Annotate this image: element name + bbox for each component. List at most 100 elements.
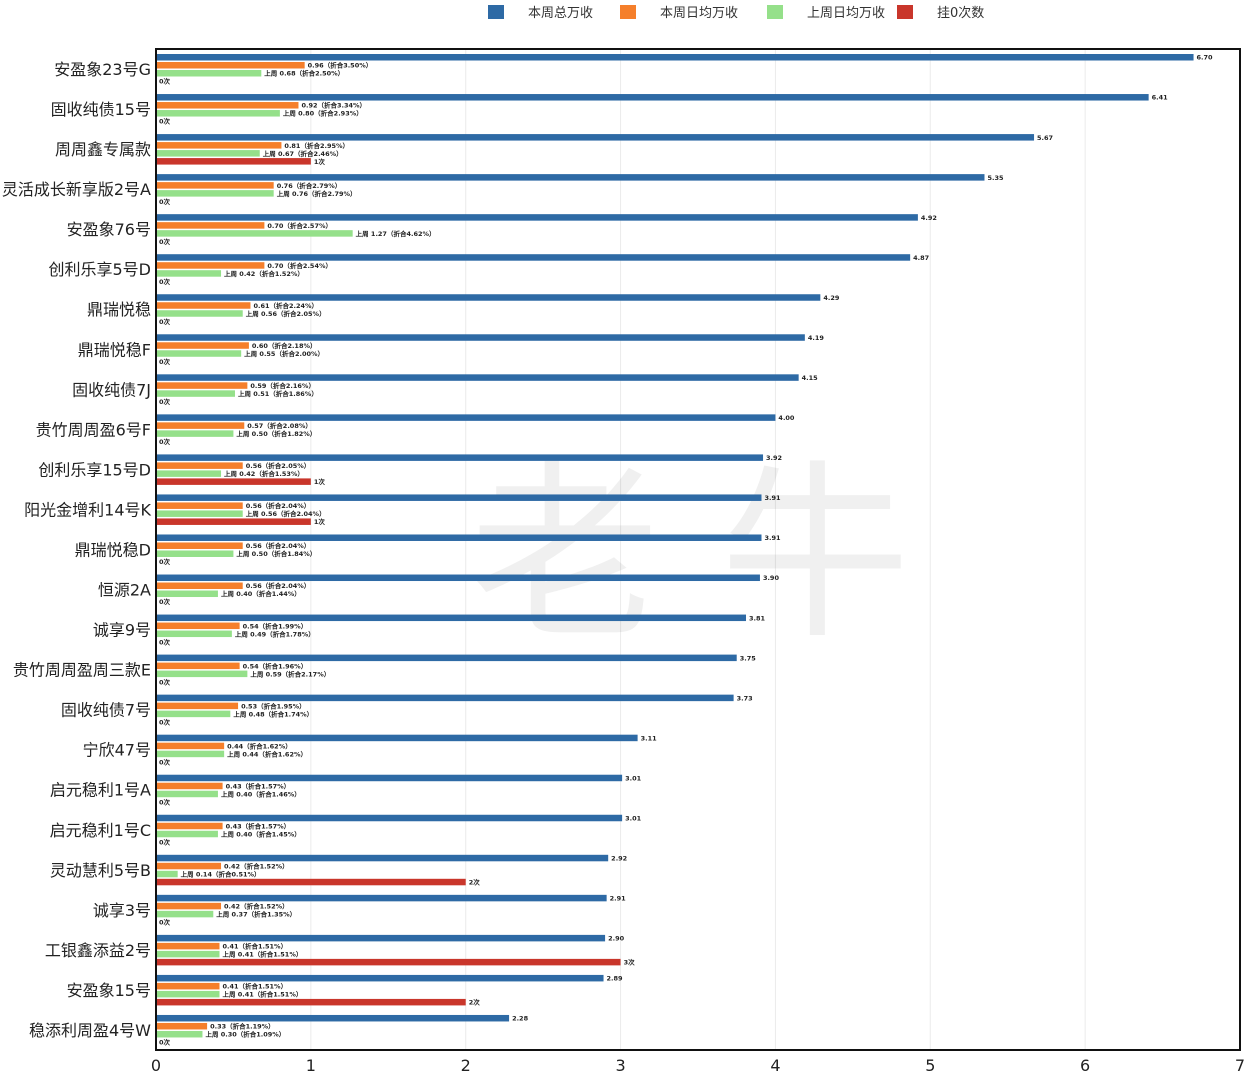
data-label-avg: 0.44（折合1.62%）	[227, 741, 292, 750]
data-label-zero: 2次	[469, 878, 481, 887]
data-label-zero: 0次	[159, 437, 171, 446]
bar-zero	[157, 158, 311, 165]
data-label-total: 3.11	[641, 734, 658, 742]
bar-total	[157, 94, 1149, 101]
bar-avg	[157, 702, 239, 710]
bar-avg	[157, 342, 249, 349]
bar-zero	[157, 518, 311, 525]
data-label-last: 上周 0.67（折合2.46%）	[263, 149, 343, 158]
category-group: 5.67 0.81（折合2.95%）上周 0.67（折合2.46%）1次	[157, 134, 1053, 166]
data-label-total: 4.29	[823, 294, 840, 302]
data-label-zero: 2次	[469, 998, 481, 1007]
category-group: 2.28 0.33（折合1.19%）上周 0.30（折合1.09%） 0次	[157, 1015, 529, 1047]
category-group: 2.92 0.42（折合1.52%）上周 0.14（折合0.51%） 2次	[157, 855, 627, 887]
category-group: 6.41 0.92（折合3.34%）上周 0.80（折合2.93%） 0次	[157, 94, 1168, 126]
bar-avg	[157, 662, 240, 670]
x-tick-label: 1	[306, 1056, 316, 1075]
bar-total	[157, 1014, 510, 1022]
data-label-last: 上周 0.48（折合1.74%）	[233, 709, 313, 718]
category-group: 3.90 0.56（折合2.04%）上周 0.40（折合1.44%） 0次	[157, 574, 779, 606]
bar-avg	[157, 462, 243, 469]
data-label-avg: 0.41（折合1.51%）	[222, 982, 287, 991]
data-label-avg: 0.54（折合1.96%）	[243, 661, 308, 670]
category-group: 3.01 0.43（折合1.57%）上周 0.40（折合1.45%） 0次	[157, 814, 642, 846]
data-label-last: 上周 0.41（折合1.51%）	[222, 990, 302, 999]
data-label-last: 上周 0.50（折合1.84%）	[236, 549, 316, 558]
data-label-last: 上周 0.42（折合1.52%）	[224, 269, 304, 278]
category-label: 安盈象23号G	[54, 60, 151, 79]
legend-item-last: 上周日均万收	[767, 5, 885, 21]
bar-last	[157, 310, 243, 317]
data-label-zero: 0次	[159, 797, 171, 806]
data-label-total: 5.35	[987, 174, 1004, 182]
bar-last	[157, 430, 234, 437]
data-label-avg: 0.56（折合2.05%）	[246, 461, 311, 470]
bar-zero	[157, 958, 621, 966]
data-label-total: 3.90	[763, 574, 780, 582]
data-label-total: 6.41	[1152, 94, 1169, 102]
category-label: 诚享3号	[93, 901, 151, 920]
watermark-text: 老 牛	[470, 444, 910, 665]
data-label-last: 上周 0.51（折合1.86%）	[238, 389, 318, 398]
bar-total	[157, 54, 1194, 61]
legend-item-avg: 本周日均万收	[620, 5, 738, 21]
data-label-total: 3.91	[764, 494, 781, 502]
data-label-last: 上周 1.27（折合4.62%）	[356, 229, 436, 238]
category-label: 灵动慧利5号B	[50, 861, 151, 880]
data-label-last: 上周 0.50（折合1.82%）	[236, 429, 316, 438]
data-label-last: 上周 0.40（折合1.46%）	[221, 789, 301, 798]
bar-total	[157, 174, 985, 181]
data-label-total: 6.70	[1197, 54, 1214, 62]
data-label-zero: 0次	[159, 317, 171, 326]
data-label-avg: 0.81（折合2.95%）	[284, 141, 349, 150]
x-tick-label: 6	[1080, 1056, 1090, 1075]
data-label-total: 4.00	[778, 414, 795, 422]
category-label: 贵竹周周盈6号F	[36, 420, 151, 439]
bar-last	[157, 150, 260, 157]
data-label-total: 4.15	[802, 374, 819, 382]
data-label-zero: 0次	[159, 677, 171, 686]
data-label-total: 3.91	[764, 534, 781, 542]
bar-avg	[157, 782, 223, 790]
data-label-zero: 1次	[314, 157, 326, 166]
data-label-total: 2.90	[608, 935, 625, 943]
legend-label: 本周日均万收	[660, 6, 738, 21]
bars-group: 6.70 0.96（折合3.50%）上周 0.68（折合2.50%） 0次 6.41 0…	[157, 54, 1213, 1047]
data-label-zero: 0次	[159, 918, 171, 927]
bar-total	[157, 254, 911, 261]
category-group: 4.19 0.60（折合2.18%）上周 0.55（折合2.00%） 0次	[157, 334, 824, 366]
data-label-avg: 0.57（折合2.08%）	[247, 421, 312, 430]
data-label-last: 上周 0.56（折合2.04%）	[246, 509, 326, 518]
category-group: 2.90 0.41（折合1.51%）上周 0.41（折合1.51%） 3次	[157, 935, 635, 967]
bar-last	[157, 870, 178, 878]
category-group: 3.75 0.54（折合1.96%）上周 0.59（折合2.17%） 0次	[157, 654, 756, 686]
bar-avg	[157, 182, 274, 189]
category-label: 周周鑫专属款	[55, 140, 151, 159]
data-label-zero: 3次	[624, 958, 636, 967]
legend-item-total: 本周总万收	[488, 5, 593, 21]
data-label-last: 上周 0.40（折合1.44%）	[221, 589, 301, 598]
data-label-last: 上周 0.42（折合1.53%）	[224, 469, 304, 478]
bar-last	[157, 190, 274, 197]
bar-last	[157, 70, 262, 77]
data-label-last: 上周 0.59（折合2.17%）	[250, 669, 330, 678]
category-label: 固收纯债7号	[61, 701, 151, 720]
bar-total	[157, 574, 760, 582]
bar-avg	[157, 822, 223, 830]
bar-total	[157, 694, 734, 702]
data-label-avg: 0.53（折合1.95%）	[241, 701, 306, 710]
category-group: 3.73 0.53（折合1.95%）上周 0.48（折合1.74%） 0次	[157, 694, 753, 726]
bar-total	[157, 934, 606, 942]
data-label-total: 3.75	[740, 654, 757, 662]
bar-avg	[157, 982, 220, 990]
data-label-last: 上周 0.80（折合2.93%）	[283, 109, 363, 118]
bar-avg	[157, 262, 265, 269]
category-label: 启元稳利1号A	[50, 781, 151, 800]
data-label-avg: 0.56（折合2.04%）	[246, 541, 311, 550]
category-group: 2.89 0.41（折合1.51%）上周 0.41（折合1.51%） 2次	[157, 975, 623, 1007]
category-group: 4.15 0.59（折合2.16%）上周 0.51（折合1.86%） 0次	[157, 374, 818, 406]
bar-zero	[157, 878, 466, 886]
bar-avg	[157, 862, 222, 870]
data-label-zero: 0次	[159, 1038, 171, 1047]
bar-last	[157, 270, 222, 277]
